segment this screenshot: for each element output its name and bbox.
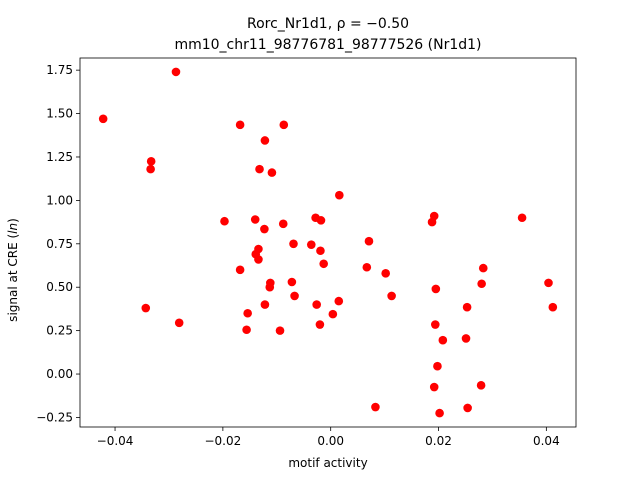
y-tick-label: 0.25 [46,324,73,338]
data-point-40 [381,269,390,278]
data-point-23 [242,325,251,335]
data-point-3 [146,164,155,174]
data-point-1 [171,67,181,77]
data-point-52 [461,334,471,343]
x-tick-label: 0.04 [533,434,560,448]
y-tick-label: 1.00 [46,193,73,207]
data-point-46 [430,320,440,329]
data-point-55 [477,279,486,289]
data-point-29 [316,216,326,225]
data-point-48 [433,361,442,371]
y-tick-label: 0.00 [46,367,73,381]
data-point-18 [235,265,245,275]
data-point-31 [316,246,325,256]
data-point-0 [98,114,108,124]
x-axis-label: motif activity [288,456,367,470]
data-point-34 [315,320,325,329]
data-point-8 [279,120,289,130]
data-point-4 [141,303,151,313]
data-point-30 [306,240,316,249]
data-point-14 [260,224,269,234]
data-point-59 [548,302,558,312]
data-point-51 [462,302,472,312]
y-tick-label: 1.50 [46,107,73,121]
data-point-44 [429,211,439,221]
data-point-27 [290,291,299,301]
data-point-2 [146,157,156,166]
data-point-13 [278,219,288,229]
x-tick-label: 0.00 [317,434,344,448]
chart-title: Rorc_Nr1d1, ρ = −0.50 mm10_chr11_9877678… [174,16,481,53]
data-point-22 [243,308,252,318]
data-point-7 [235,120,245,130]
data-point-10 [255,164,264,174]
data-point-38 [364,236,374,246]
y-tick-label: 1.75 [46,63,73,77]
chart-title-line-2: mm10_chr11_98776781_98777526 (Nr1d1) [174,37,481,53]
y-tick-label: 0.50 [46,280,73,294]
data-point-54 [478,263,488,273]
data-point-20 [265,282,275,292]
data-point-39 [362,262,372,272]
x-tick-label: −0.02 [204,434,241,448]
data-point-36 [334,296,344,306]
data-point-26 [287,277,297,287]
data-point-21 [260,300,270,309]
data-point-45 [431,284,441,294]
data-point-50 [435,408,444,418]
data-point-49 [429,382,439,392]
y-axis-ticks: −0.25 0.00 0.25 0.50 0.75 1.00 1.25 1.50 1.75 [36,63,80,424]
data-point-58 [544,278,553,288]
data-point-37 [335,190,344,200]
y-tick-label: 1.25 [46,150,73,164]
data-points [98,67,558,418]
data-point-47 [438,335,448,345]
data-point-35 [328,309,338,319]
data-point-53 [463,403,472,413]
data-point-24 [275,326,285,335]
data-point-6 [220,216,229,226]
plot-frame [79,57,577,428]
x-tick-label: 0.02 [425,434,452,448]
data-point-12 [250,215,260,224]
chart-title-line-1: Rorc_Nr1d1, ρ = −0.50 [247,16,409,32]
data-point-17 [254,255,263,264]
y-tick-label: 0.75 [46,237,73,251]
data-point-11 [267,168,277,177]
data-point-32 [319,259,328,269]
x-axis-ticks: −0.04 −0.02 0.00 0.02 0.04 [97,427,560,448]
data-point-25 [289,239,298,249]
data-point-33 [312,300,321,309]
y-tick-label: −0.25 [36,410,73,424]
y-axis-label: signal at CRE (ln) [6,218,20,322]
data-point-41 [387,291,396,301]
x-tick-label: −0.04 [97,434,134,448]
data-point-56 [476,381,486,390]
data-point-42 [371,402,380,412]
data-point-5 [174,318,184,328]
data-point-9 [260,136,270,145]
data-point-57 [517,213,527,223]
